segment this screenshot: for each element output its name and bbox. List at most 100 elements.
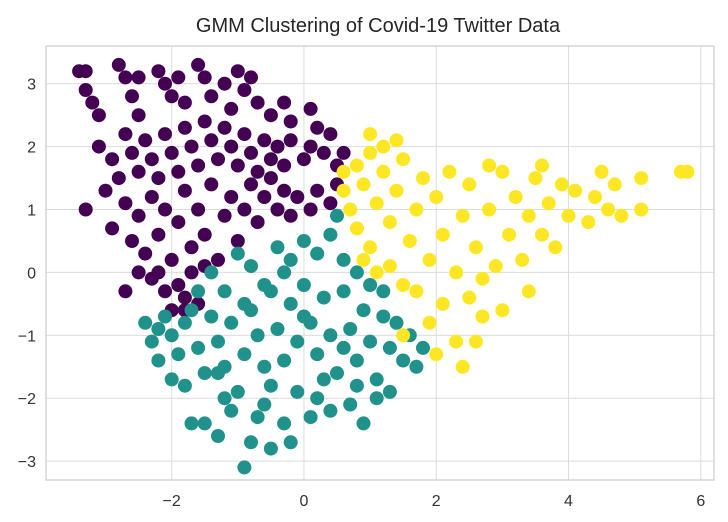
data-point (336, 164, 351, 179)
data-point (158, 127, 172, 142)
data-point (125, 89, 139, 104)
data-point (250, 215, 265, 230)
data-point (455, 208, 470, 223)
data-point (442, 164, 457, 179)
data-point (184, 303, 199, 318)
data-point (270, 322, 285, 336)
cluster-2-points (336, 127, 695, 374)
data-point (475, 271, 490, 286)
data-point (164, 328, 179, 343)
data-point (435, 227, 450, 242)
data-point (396, 152, 411, 167)
data-point (171, 164, 186, 179)
data-point (376, 309, 391, 324)
data-point (283, 252, 298, 267)
data-point (369, 372, 384, 387)
data-point (237, 202, 252, 217)
data-point (158, 76, 172, 91)
data-point (85, 95, 100, 110)
data-point (462, 290, 477, 305)
data-point (177, 120, 192, 135)
data-point (111, 171, 126, 186)
data-point (382, 215, 397, 230)
data-point (336, 284, 351, 299)
data-point (283, 296, 298, 311)
data-point (118, 196, 133, 211)
data-point (349, 221, 364, 236)
data-point (224, 315, 239, 330)
data-point (144, 334, 159, 349)
data-point (521, 208, 536, 223)
data-point (257, 133, 272, 148)
data-point (217, 208, 232, 223)
data-point (455, 359, 470, 374)
data-point (482, 158, 497, 173)
plot-frame (45, 45, 715, 481)
data-point (217, 284, 232, 299)
data-point (158, 284, 172, 299)
data-point (396, 328, 411, 343)
data-point (343, 397, 358, 412)
data-point (363, 278, 378, 292)
data-point (389, 315, 404, 330)
data-point (211, 252, 225, 267)
data-point (138, 133, 153, 148)
data-point (535, 158, 549, 173)
cluster-0-points (72, 57, 351, 318)
data-point (270, 202, 285, 217)
data-point (197, 227, 212, 242)
data-point (363, 127, 378, 142)
data-point (105, 152, 120, 167)
data-point (581, 215, 596, 230)
data-point (257, 278, 272, 292)
data-point (521, 284, 536, 299)
data-point (601, 202, 616, 217)
data-point (336, 183, 351, 198)
data-point (177, 315, 192, 330)
data-point (105, 221, 120, 236)
data-point (78, 202, 93, 217)
data-point (91, 108, 106, 123)
data-point (462, 177, 477, 192)
data-point (680, 164, 695, 179)
y-tick-label: 3 (27, 77, 36, 94)
data-point (382, 259, 397, 274)
data-point (568, 183, 583, 198)
data-point (197, 416, 212, 431)
data-point (396, 353, 411, 368)
data-point (277, 158, 292, 173)
data-point (204, 133, 219, 148)
data-point (382, 384, 397, 399)
data-point (349, 265, 364, 280)
data-point (158, 202, 172, 217)
data-point (244, 177, 258, 192)
data-point (164, 145, 179, 160)
data-point (283, 435, 298, 450)
data-point (230, 384, 245, 399)
data-point (323, 127, 338, 142)
data-point (449, 334, 464, 349)
tick-labels: −2 0 2 4 6 −3 −2 −1 0 1 2 3 (18, 77, 706, 510)
data-point (283, 208, 298, 223)
data-point (224, 101, 239, 116)
data-point (230, 64, 245, 79)
data-point (211, 334, 225, 349)
data-point (191, 158, 206, 173)
data-point (468, 334, 483, 349)
data-point (303, 410, 318, 425)
data-point (138, 315, 153, 330)
x-tick-label: 0 (299, 493, 308, 510)
data-point (197, 70, 212, 85)
data-point (237, 296, 252, 311)
data-point (316, 145, 331, 160)
data-point (171, 278, 186, 292)
y-tick-label: −2 (18, 391, 36, 408)
data-point (250, 95, 265, 110)
data-point (151, 353, 166, 368)
data-point (369, 265, 384, 280)
data-point (211, 152, 225, 167)
data-point (349, 378, 364, 393)
data-point (310, 347, 325, 362)
data-point (303, 139, 318, 154)
x-tick-label: −2 (163, 493, 181, 510)
